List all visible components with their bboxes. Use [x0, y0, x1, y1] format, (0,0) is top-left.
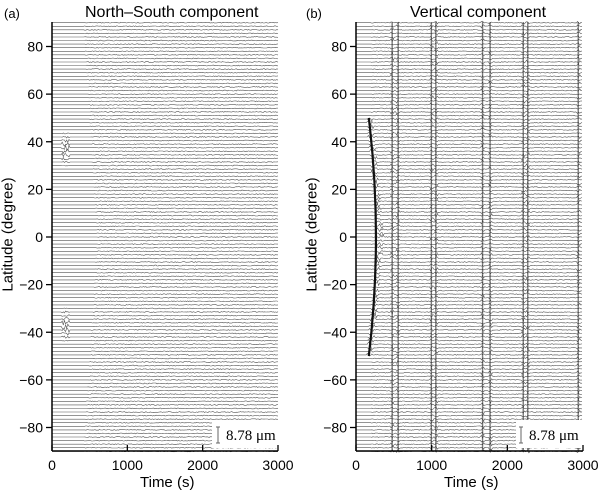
svg-text:0: 0	[339, 229, 347, 245]
scale-bar-label-b: 8.78 μm	[529, 428, 579, 444]
svg-text:1000: 1000	[112, 457, 143, 473]
svg-text:0: 0	[35, 229, 43, 245]
svg-text:80: 80	[27, 39, 43, 55]
svg-text:2000: 2000	[492, 457, 523, 473]
panel-label-b: (b)	[306, 6, 322, 21]
panel-vertical: 80 60 40 20 0 −20 −40 −60 −80 0 1000 2000 3000 (b) …	[304, 0, 600, 494]
traces-vertical	[356, 20, 583, 454]
svg-text:80: 80	[331, 39, 347, 55]
svg-text:−40: −40	[323, 324, 347, 340]
svg-text:20: 20	[27, 181, 43, 197]
svg-text:−20: −20	[323, 277, 347, 293]
svg-text:60: 60	[27, 86, 43, 102]
svg-text:60: 60	[331, 86, 347, 102]
svg-text:40: 40	[331, 134, 347, 150]
chart-title-b: Vertical component	[410, 4, 547, 21]
svg-text:−80: −80	[323, 420, 347, 436]
plot-vertical: 80 60 40 20 0 −20 −40 −60 −80 0 1000 2000 3000	[323, 20, 599, 473]
scale-bar-label-a: 8.78 μm	[226, 428, 276, 444]
y-axis-label-b: Latitude (degree)	[303, 177, 321, 292]
chart-title-a: North–South component	[85, 4, 259, 21]
svg-text:−40: −40	[19, 324, 43, 340]
panel-north-south: 80 60 40 20 0 −20 −40 −60 −80 0 1000 2000 3000 (a) …	[0, 0, 300, 494]
x-axis-label-b: Time (s)	[444, 474, 499, 491]
svg-text:1000: 1000	[416, 457, 447, 473]
plot-north-south: 80 60 40 20 0 −20 −40 −60 −80 0 1000 2000 3000	[19, 21, 294, 473]
svg-text:0: 0	[352, 457, 360, 473]
svg-text:3000: 3000	[262, 457, 293, 473]
svg-text:−20: −20	[19, 277, 43, 293]
svg-text:3000: 3000	[567, 457, 598, 473]
svg-text:2000: 2000	[187, 457, 218, 473]
svg-text:20: 20	[331, 181, 347, 197]
svg-text:0: 0	[48, 457, 56, 473]
x-axis-label-a: Time (s)	[140, 474, 195, 491]
y-axis-label-a: Latitude (degree)	[0, 177, 17, 292]
svg-text:−80: −80	[19, 420, 43, 436]
traces-north-south	[52, 21, 279, 453]
panel-label-a: (a)	[4, 6, 20, 21]
svg-text:−60: −60	[19, 372, 43, 388]
svg-text:−60: −60	[323, 372, 347, 388]
svg-text:40: 40	[27, 134, 43, 150]
